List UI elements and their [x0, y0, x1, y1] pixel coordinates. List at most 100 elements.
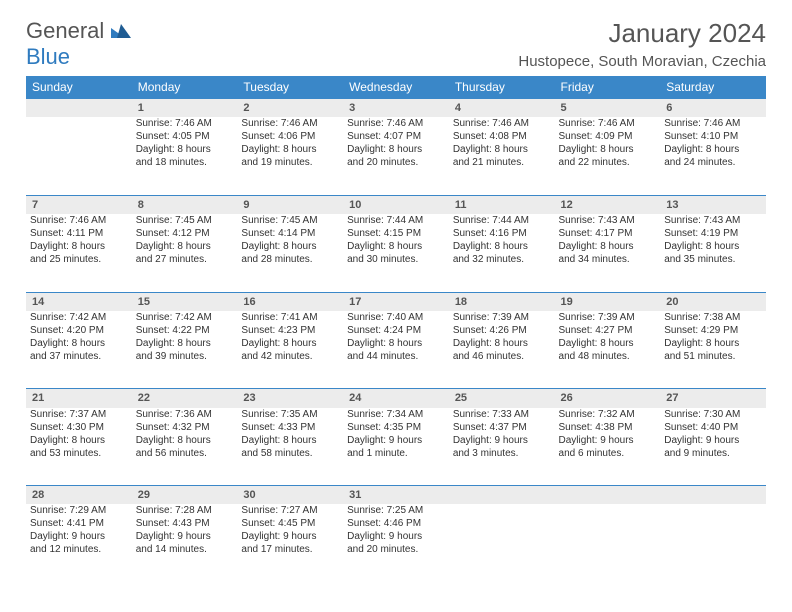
day-detail-line: Sunset: 4:43 PM: [136, 517, 234, 530]
day-number: 19: [555, 292, 661, 311]
day-detail-line: Daylight: 9 hours: [30, 530, 128, 543]
day-number: 1: [132, 99, 238, 118]
day-cell: Sunrise: 7:30 AMSunset: 4:40 PMDaylight:…: [660, 408, 766, 486]
day-number: 24: [343, 389, 449, 408]
day-cell: [660, 504, 766, 582]
day-detail-line: and 3 minutes.: [453, 447, 551, 460]
day-header: Monday: [132, 76, 238, 99]
day-detail-line: and 30 minutes.: [347, 253, 445, 266]
day-detail-line: Daylight: 8 hours: [241, 240, 339, 253]
day-number: 27: [660, 389, 766, 408]
day-number: 17: [343, 292, 449, 311]
day-number: 20: [660, 292, 766, 311]
day-cell: [555, 504, 661, 582]
title-block: January 2024 Hustopece, South Moravian, …: [518, 18, 766, 70]
day-detail-line: Sunset: 4:11 PM: [30, 227, 128, 240]
day-detail-line: and 37 minutes.: [30, 350, 128, 363]
day-detail-line: Sunrise: 7:46 AM: [453, 117, 551, 130]
day-content-row: Sunrise: 7:42 AMSunset: 4:20 PMDaylight:…: [26, 311, 766, 389]
day-detail-line: Sunset: 4:32 PM: [136, 421, 234, 434]
day-detail-line: Sunrise: 7:46 AM: [347, 117, 445, 130]
brand-logo: General Blue: [26, 18, 131, 70]
page-header: General Blue January 2024 Hustopece, Sou…: [26, 18, 766, 70]
day-detail-line: Sunset: 4:46 PM: [347, 517, 445, 530]
location-subtitle: Hustopece, South Moravian, Czechia: [518, 53, 766, 70]
day-detail-line: Sunset: 4:38 PM: [559, 421, 657, 434]
day-cell: Sunrise: 7:35 AMSunset: 4:33 PMDaylight:…: [237, 408, 343, 486]
brand-mark-icon: [111, 24, 131, 43]
day-detail-line: Sunrise: 7:45 AM: [136, 214, 234, 227]
day-number: 13: [660, 195, 766, 214]
day-number: 4: [449, 99, 555, 118]
day-number-row: 78910111213: [26, 195, 766, 214]
day-detail-line: Sunrise: 7:30 AM: [664, 408, 762, 421]
day-number: 12: [555, 195, 661, 214]
day-detail-line: Sunset: 4:10 PM: [664, 130, 762, 143]
day-detail-line: and 39 minutes.: [136, 350, 234, 363]
day-detail-line: Sunset: 4:37 PM: [453, 421, 551, 434]
day-detail-line: Sunrise: 7:42 AM: [136, 311, 234, 324]
day-detail-line: Daylight: 8 hours: [347, 143, 445, 156]
day-cell: Sunrise: 7:29 AMSunset: 4:41 PMDaylight:…: [26, 504, 132, 582]
day-number-row: 28293031: [26, 486, 766, 505]
day-detail-line: and 51 minutes.: [664, 350, 762, 363]
day-detail-line: Daylight: 8 hours: [30, 240, 128, 253]
day-detail-line: Daylight: 9 hours: [559, 434, 657, 447]
day-detail-line: Sunset: 4:12 PM: [136, 227, 234, 240]
day-number: 9: [237, 195, 343, 214]
day-number: [449, 486, 555, 505]
day-number: 16: [237, 292, 343, 311]
day-detail-line: and 19 minutes.: [241, 156, 339, 169]
day-detail-line: Sunset: 4:09 PM: [559, 130, 657, 143]
calendar-table: Sunday Monday Tuesday Wednesday Thursday…: [26, 76, 766, 582]
day-cell: [26, 117, 132, 195]
day-detail-line: Daylight: 8 hours: [559, 143, 657, 156]
day-header: Saturday: [660, 76, 766, 99]
brand-part2: Blue: [26, 44, 70, 69]
day-cell: Sunrise: 7:41 AMSunset: 4:23 PMDaylight:…: [237, 311, 343, 389]
day-detail-line: Daylight: 9 hours: [347, 530, 445, 543]
day-number: 30: [237, 486, 343, 505]
day-detail-line: Sunrise: 7:37 AM: [30, 408, 128, 421]
day-detail-line: Sunrise: 7:28 AM: [136, 504, 234, 517]
day-cell: Sunrise: 7:46 AMSunset: 4:08 PMDaylight:…: [449, 117, 555, 195]
day-detail-line: and 48 minutes.: [559, 350, 657, 363]
day-detail-line: Sunset: 4:26 PM: [453, 324, 551, 337]
day-detail-line: Daylight: 8 hours: [241, 434, 339, 447]
day-number: 22: [132, 389, 238, 408]
day-detail-line: Sunset: 4:06 PM: [241, 130, 339, 143]
day-content-row: Sunrise: 7:37 AMSunset: 4:30 PM Daylight:…: [26, 408, 766, 486]
day-cell: Sunrise: 7:45 AMSunset: 4:14 PMDaylight:…: [237, 214, 343, 292]
day-detail-line: Sunset: 4:30 PM: [30, 421, 128, 434]
day-detail-line: Daylight: 8 hours: [136, 337, 234, 350]
day-number: 14: [26, 292, 132, 311]
day-cell: Sunrise: 7:44 AMSunset: 4:15 PMDaylight:…: [343, 214, 449, 292]
day-number: [660, 486, 766, 505]
day-content-row: Sunrise: 7:46 AMSunset: 4:05 PMDaylight:…: [26, 117, 766, 195]
day-detail-line: Sunrise: 7:44 AM: [453, 214, 551, 227]
day-detail-line: and 46 minutes.: [453, 350, 551, 363]
day-detail-line: Daylight: 9 hours: [453, 434, 551, 447]
day-content-row: Sunrise: 7:46 AMSunset: 4:11 PMDaylight:…: [26, 214, 766, 292]
day-detail-line: Sunset: 4:07 PM: [347, 130, 445, 143]
day-detail-line: Daylight: 8 hours: [136, 434, 234, 447]
day-detail-line: Sunrise: 7:46 AM: [30, 214, 128, 227]
day-detail-line: Sunrise: 7:44 AM: [347, 214, 445, 227]
day-number: 23: [237, 389, 343, 408]
day-detail-line: Daylight: 8 hours: [30, 337, 128, 350]
day-header: Wednesday: [343, 76, 449, 99]
day-cell: Sunrise: 7:46 AMSunset: 4:06 PMDaylight:…: [237, 117, 343, 195]
day-detail-line: Daylight: 8 hours: [664, 240, 762, 253]
day-detail-line: Sunrise: 7:29 AM: [30, 504, 128, 517]
day-detail-line: and 21 minutes.: [453, 156, 551, 169]
day-detail-line: Daylight: 8 hours: [136, 240, 234, 253]
day-cell: Sunrise: 7:46 AMSunset: 4:11 PMDaylight:…: [26, 214, 132, 292]
day-detail-line: Daylight: 8 hours: [136, 143, 234, 156]
day-detail-line: Daylight: 9 hours: [136, 530, 234, 543]
day-detail-line: Sunrise: 7:40 AM: [347, 311, 445, 324]
day-detail-line: Sunset: 4:15 PM: [347, 227, 445, 240]
day-number: [26, 99, 132, 118]
day-cell: Sunrise: 7:37 AMSunset: 4:30 PMDaylight:…: [26, 408, 132, 486]
day-number: 25: [449, 389, 555, 408]
day-detail-line: Sunrise: 7:33 AM: [453, 408, 551, 421]
